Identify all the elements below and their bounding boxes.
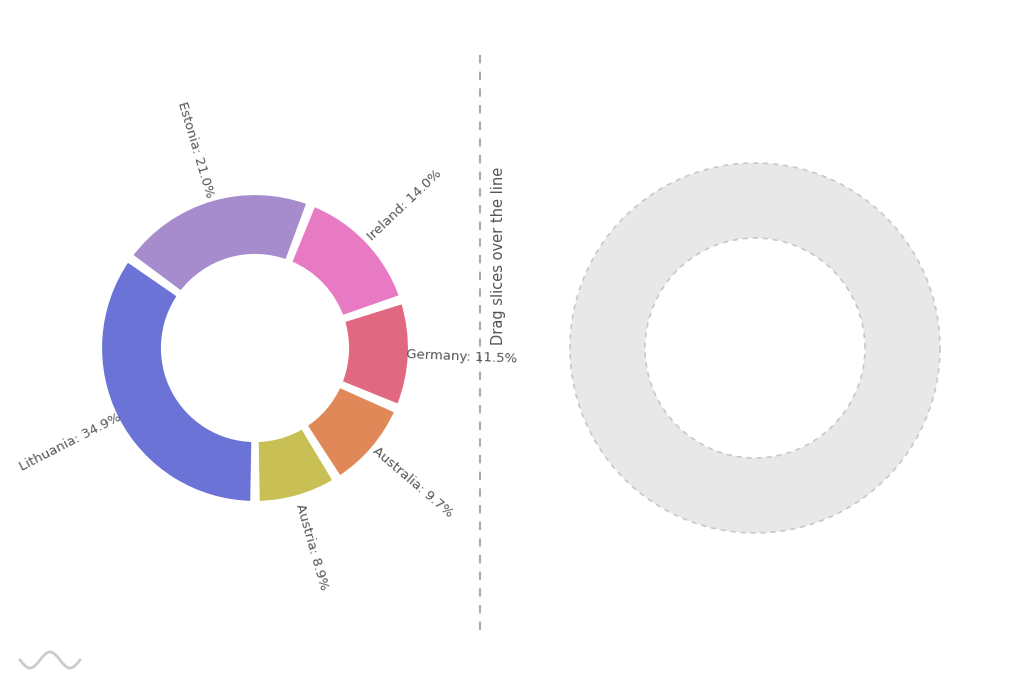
Wedge shape	[340, 302, 410, 406]
Wedge shape	[257, 427, 335, 503]
Wedge shape	[290, 204, 401, 317]
Text: Ireland: 14.0%: Ireland: 14.0%	[366, 167, 444, 244]
Text: Estonia: 21.0%: Estonia: 21.0%	[175, 100, 216, 199]
Wedge shape	[570, 163, 940, 533]
Text: Austria: 8.9%: Austria: 8.9%	[294, 502, 331, 591]
Text: Lithuania: 34.9%: Lithuania: 34.9%	[17, 411, 124, 474]
Text: Germany: 11.5%: Germany: 11.5%	[407, 348, 517, 365]
Wedge shape	[131, 193, 308, 293]
Wedge shape	[100, 260, 253, 503]
Wedge shape	[305, 386, 396, 478]
Text: Drag slices over the line: Drag slices over the line	[490, 167, 506, 345]
Text: Australia: 9.7%: Australia: 9.7%	[370, 444, 455, 520]
